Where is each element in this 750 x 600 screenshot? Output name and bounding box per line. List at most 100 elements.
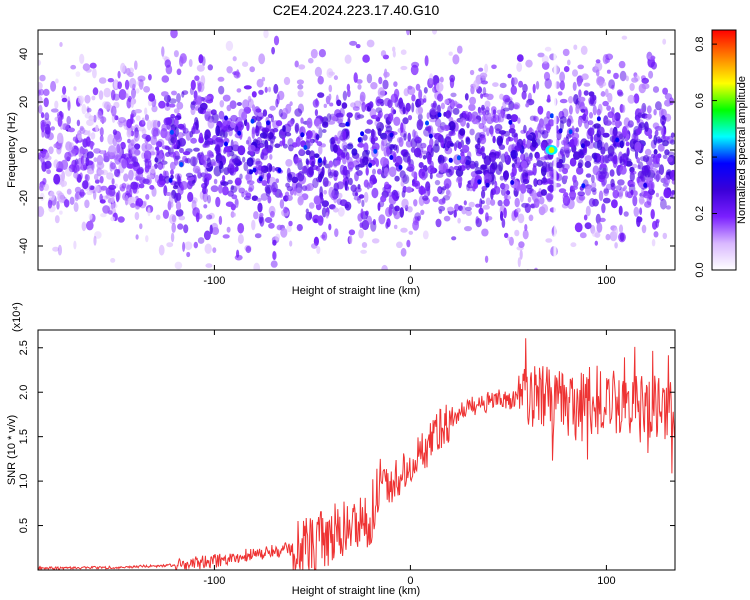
spectrogram-cell [237,145,246,156]
spectrogram-cell [297,171,305,182]
spectrogram-cell [132,161,140,167]
spectrogram-cell [415,135,420,142]
spectrogram-peak-core [548,147,555,153]
spectrogram-cell [226,66,233,74]
spectrogram-cell [359,91,366,103]
spectrogram-cell [632,195,638,207]
spectrogram-cell [346,83,351,92]
spectrogram-cell [599,81,607,87]
spectrogram-hotspot [303,145,308,150]
spectrogram-cell [670,132,675,138]
spectrogram-cell [351,148,358,156]
spectrogram-cell [454,203,460,212]
spectrogram-cell [253,211,259,220]
spectrogram-cell [99,193,103,202]
spectrogram-cell [299,148,305,155]
spectrogram-cell [254,233,262,239]
spectrogram-cell [390,106,395,117]
spectrogram-cell [308,57,314,64]
spectrogram-cell [108,184,117,190]
spectrogram-cell [63,199,70,208]
spectrogram-cell [177,223,184,230]
spectrogram-cell [644,148,652,156]
spectrogram-cell [251,91,257,98]
spectrogram-cell [405,140,413,148]
spectrogram-cell [475,216,480,224]
spectrogram-cell [660,125,664,136]
y-tick-label: 0 [18,147,30,153]
spectrogram-cell [321,200,329,208]
spectrogram-cell [38,104,43,114]
spectrogram-cell [161,46,165,57]
spectrogram-cell [485,197,491,206]
spectrogram-cell [86,106,90,114]
spectrogram-cell [71,149,78,154]
spectrogram-cell [167,146,171,155]
spectrogram-cell [415,83,421,91]
spectrogram-cell [89,62,97,69]
spectrogram-cell [597,126,605,136]
spectrogram-cell [127,71,134,78]
spectrogram-cell [313,218,318,223]
spectrogram-cell [589,94,595,106]
spectrogram-cell [322,129,327,133]
spectrogram-cell [402,151,411,163]
y-tick-label: 1.5 [18,429,30,444]
spectrogram-cell [126,163,134,169]
spectrogram-cell [130,98,134,109]
spectrogram-cell [576,166,584,175]
spectrogram-cell [613,155,618,165]
spectrogram-cell [314,109,318,117]
spectrogram-panel: -100 0 100 -40 -20 0 20 40 Height of straight … [6,29,676,297]
spectrogram-cell [38,88,44,96]
colorbar-tick-label: 0.6 [694,93,706,108]
spectrogram-cell [244,174,250,180]
spectrogram-cell [621,104,626,113]
spectrogram-cell [110,203,114,210]
spectrogram-cell [250,151,254,156]
spectrogram-cell [134,201,141,210]
spectrogram-cell [141,117,145,125]
spectrogram-cell [432,196,439,203]
spectrogram-cell [541,55,549,64]
spectrogram-cell [437,125,445,133]
spectrogram-cell [135,234,139,240]
spectrogram-cell [407,86,416,96]
spectrogram-cell [438,198,446,205]
spectrogram-cell [134,60,138,70]
spectrogram-cell [78,95,85,104]
spectrogram-cell [521,90,527,100]
spectrogram-cell [259,212,264,218]
spectrogram-cell [246,180,255,185]
spectrogram-cell [212,139,216,145]
spectrogram-cell [602,155,609,164]
spectrogram-cell [323,103,327,108]
spectrogram-cell [504,232,509,239]
spectrogram-cell [268,86,271,93]
spectrogram-cell [204,243,212,254]
spectrogram-cell [497,199,503,207]
spectrogram-cell [363,191,369,203]
spectrogram-cell [637,164,641,170]
spectrogram-cell [352,106,360,111]
spectrogram-cell [114,154,122,165]
spectrogram-hotspot [389,132,394,138]
spectrogram-cell [453,209,457,218]
spectrogram-cell [655,174,660,183]
spectrogram-cell [363,142,369,153]
spectrogram-cell [143,150,152,161]
spectrogram-cell [243,161,249,172]
spectrogram-cell [492,114,500,123]
spectrogram-cell [544,78,552,89]
spectrogram-cell [308,202,315,209]
spectrogram-cell [559,71,565,83]
spectrogram-cell [434,118,442,127]
spectrogram-cell [74,186,82,194]
spectrogram-cell [232,212,236,217]
spectrogram-cell [176,93,181,103]
spectrogram-cell [59,210,63,215]
spectrogram-cell [618,60,626,69]
spectrogram-cell [612,189,620,199]
spectrogram-cell [522,83,528,93]
spectrogram-cell [362,54,370,63]
